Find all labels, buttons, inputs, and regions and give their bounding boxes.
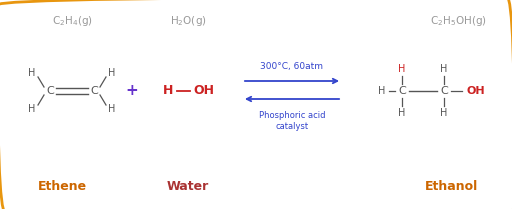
Text: H: H bbox=[109, 104, 116, 114]
Text: H: H bbox=[398, 108, 406, 118]
Text: H: H bbox=[28, 104, 36, 114]
Text: Ethanol: Ethanol bbox=[425, 181, 479, 194]
Text: H$_2$O(g): H$_2$O(g) bbox=[169, 14, 206, 28]
Text: H: H bbox=[398, 64, 406, 74]
Text: C: C bbox=[90, 86, 98, 96]
Text: H: H bbox=[109, 68, 116, 78]
Text: Phosphoric acid
catalyst: Phosphoric acid catalyst bbox=[259, 111, 325, 131]
Text: C: C bbox=[46, 86, 54, 96]
Text: H: H bbox=[28, 68, 36, 78]
Text: 300°C, 60atm: 300°C, 60atm bbox=[261, 62, 324, 71]
Text: H: H bbox=[163, 84, 173, 98]
Text: +: + bbox=[125, 84, 138, 98]
Text: H: H bbox=[378, 86, 386, 96]
Text: H: H bbox=[440, 108, 447, 118]
Text: C$_2$H$_5$OH(g): C$_2$H$_5$OH(g) bbox=[430, 14, 486, 28]
Text: C$_2$H$_4$(g): C$_2$H$_4$(g) bbox=[52, 14, 93, 28]
Text: Ethene: Ethene bbox=[37, 181, 87, 194]
Text: OH: OH bbox=[466, 86, 485, 96]
Text: Water: Water bbox=[167, 181, 209, 194]
Text: C: C bbox=[440, 86, 448, 96]
Text: C: C bbox=[398, 86, 406, 96]
Text: H: H bbox=[440, 64, 447, 74]
Text: OH: OH bbox=[194, 84, 215, 98]
